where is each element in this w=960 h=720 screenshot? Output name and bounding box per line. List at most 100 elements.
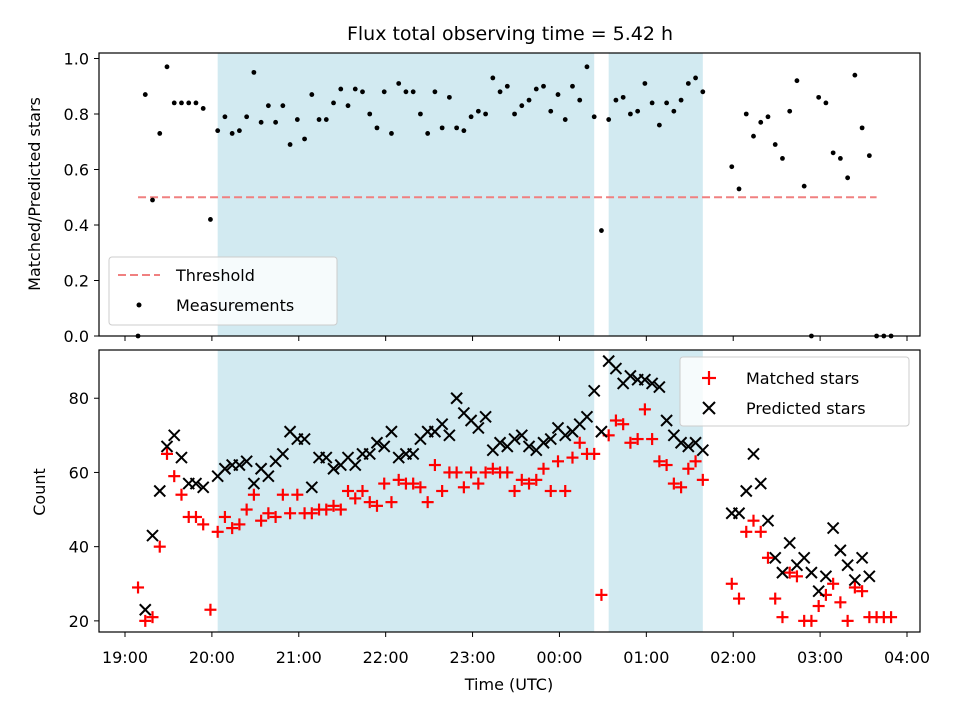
bottom-shaded-regions <box>217 350 703 632</box>
matched-star-point <box>370 499 383 512</box>
matched-star-point <box>189 510 202 523</box>
predicted-star-point <box>819 570 833 583</box>
measurement-point <box>606 117 612 122</box>
measurement-points <box>135 64 894 339</box>
matched-star-point <box>725 577 738 590</box>
measurement-point <box>555 92 561 97</box>
matched-star-point <box>646 433 659 446</box>
matched-star-point <box>457 481 470 494</box>
predicted-star-point <box>674 436 688 449</box>
measurement-point <box>425 131 431 136</box>
matched-star-point <box>696 473 709 486</box>
matched-star-point <box>146 611 159 624</box>
predicted-star-point <box>392 451 405 464</box>
matched-star-point <box>160 447 173 460</box>
matched-star-point <box>168 470 181 483</box>
measurement-point <box>504 83 510 89</box>
x-tick-label: 04:00 <box>884 648 930 667</box>
top-y-tick-label: 0.2 <box>64 272 89 291</box>
matched-star-point <box>240 503 253 516</box>
measurement-point <box>635 108 641 114</box>
matched-star-point <box>349 492 362 505</box>
measurement-point <box>519 103 525 109</box>
measurement-point <box>649 100 655 106</box>
matched-star-point <box>544 485 557 497</box>
matched-star-point <box>653 455 666 468</box>
measurement-point <box>273 119 279 125</box>
bottom-y-axis-label: Count <box>30 468 49 516</box>
predicted-star-point <box>863 570 876 583</box>
predicted-star-point <box>385 425 398 438</box>
measurement-point <box>823 100 829 106</box>
measurement-point <box>265 103 271 109</box>
x-tick-label: 19:00 <box>102 648 148 667</box>
matched-star-point <box>436 485 449 497</box>
matched-star-point <box>689 455 702 468</box>
matched-star-point <box>515 473 528 486</box>
measurement-point <box>591 114 597 120</box>
legend-predicted-label: Predicted stars <box>746 399 866 418</box>
predicted-star-point <box>645 377 659 390</box>
measurement-point <box>461 128 467 134</box>
matched-star-point <box>132 581 145 594</box>
measurement-point <box>765 114 771 120</box>
matched-star-point <box>153 540 166 553</box>
matched-star-point <box>421 496 434 509</box>
matched-star-point <box>139 614 152 627</box>
top-y-axis-label: Matched/Predicted stars <box>25 97 44 291</box>
predicted-star-point <box>812 584 825 598</box>
measurement-point <box>287 142 293 147</box>
measurement-point <box>845 175 851 181</box>
matched-star-point <box>834 596 847 609</box>
matched-star-point <box>733 592 746 605</box>
predicted-star-point <box>443 429 456 442</box>
matched-star-point <box>682 462 695 475</box>
matched-star-point <box>378 477 391 490</box>
predicted-star-point <box>761 514 775 527</box>
measurement-point <box>251 69 257 75</box>
x-tick-label: 22:00 <box>363 648 409 667</box>
measurement-point <box>345 103 351 109</box>
matched-star-point <box>472 477 485 490</box>
measurement-point <box>541 83 546 89</box>
matched-star-point <box>392 473 405 486</box>
measurement-point <box>302 136 307 142</box>
x-tick-label: 02:00 <box>710 648 756 667</box>
measurement-point <box>852 72 858 78</box>
x-tick-label: 23:00 <box>450 648 496 667</box>
matched-star-point <box>407 477 420 490</box>
measurement-point <box>193 100 199 106</box>
measurement-point <box>729 164 735 170</box>
predicted-star-point <box>580 410 594 423</box>
bottom-y-tick-label: 80 <box>69 389 89 408</box>
measurement-point <box>859 125 865 131</box>
matched-star-point <box>769 592 782 605</box>
matched-star-point <box>334 503 347 516</box>
measurement-point <box>685 81 691 86</box>
measurement-point <box>801 183 807 189</box>
measurement-point <box>526 97 532 103</box>
matched-star-point <box>624 436 637 449</box>
measurement-point <box>410 89 416 95</box>
x-tick-label: 00:00 <box>536 648 582 667</box>
measurement-point <box>360 89 365 95</box>
matched-star-point <box>428 459 441 472</box>
matched-star-point <box>320 503 333 516</box>
measurement-point <box>693 75 698 81</box>
measurement-point <box>446 94 452 100</box>
measurement-point <box>837 156 843 161</box>
predicted-star-point <box>378 440 391 453</box>
measurement-point <box>309 92 315 97</box>
measurement-point <box>468 114 474 120</box>
predicted-star-point <box>493 436 507 449</box>
predicted-star-point <box>233 458 246 472</box>
matched-star-point <box>284 507 297 520</box>
legend-matched-swatch <box>702 371 716 385</box>
measurement-point <box>700 89 706 95</box>
bottom-plot-frame <box>98 349 921 633</box>
chart-title: Flux total observing time = 5.42 h <box>347 23 673 45</box>
measurement-point <box>454 125 460 131</box>
predicted-star-point <box>522 440 536 453</box>
matched-star-point <box>747 514 760 527</box>
x-tick-label: 20:00 <box>189 648 235 667</box>
